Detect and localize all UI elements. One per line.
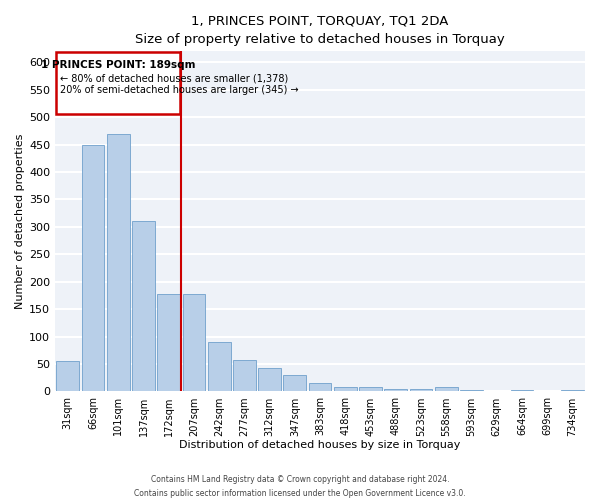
FancyBboxPatch shape <box>56 52 180 114</box>
Bar <box>410 388 433 392</box>
Bar <box>334 387 356 392</box>
X-axis label: Distribution of detached houses by size in Torquay: Distribution of detached houses by size … <box>179 440 461 450</box>
Bar <box>385 388 407 392</box>
Bar <box>182 294 205 392</box>
Bar <box>132 222 155 392</box>
Bar <box>157 294 180 392</box>
Bar <box>511 390 533 392</box>
Bar <box>283 375 306 392</box>
Bar <box>208 342 230 392</box>
Bar <box>309 383 331 392</box>
Bar <box>56 362 79 392</box>
Bar <box>359 387 382 392</box>
Text: 1 PRINCES POINT: 189sqm: 1 PRINCES POINT: 189sqm <box>41 60 196 70</box>
Bar <box>460 390 483 392</box>
Bar <box>107 134 130 392</box>
Bar <box>561 390 584 392</box>
Title: 1, PRINCES POINT, TORQUAY, TQ1 2DA
Size of property relative to detached houses : 1, PRINCES POINT, TORQUAY, TQ1 2DA Size … <box>135 15 505 46</box>
Text: Contains HM Land Registry data © Crown copyright and database right 2024.
Contai: Contains HM Land Registry data © Crown c… <box>134 476 466 498</box>
Bar <box>258 368 281 392</box>
Text: 20% of semi-detached houses are larger (345) →: 20% of semi-detached houses are larger (… <box>60 84 299 94</box>
Text: ← 80% of detached houses are smaller (1,378): ← 80% of detached houses are smaller (1,… <box>60 74 289 84</box>
Bar <box>82 144 104 392</box>
Y-axis label: Number of detached properties: Number of detached properties <box>15 134 25 309</box>
Bar <box>435 387 458 392</box>
Bar <box>233 360 256 392</box>
